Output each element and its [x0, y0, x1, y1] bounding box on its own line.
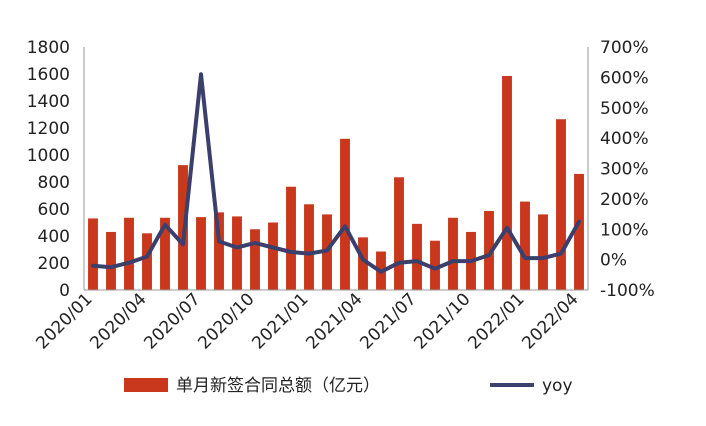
bar-2022/04	[574, 173, 584, 290]
bar-2021/09	[448, 217, 458, 290]
bar-2020/09	[232, 216, 242, 290]
y-right-tick: 600%	[600, 68, 649, 88]
y-left-tick: 1400	[27, 92, 70, 112]
bar-2022/02	[538, 214, 548, 290]
x-tick: 2021/10	[410, 289, 474, 353]
y-left-tick: 200	[38, 254, 70, 274]
legend-line-label: yoy	[542, 376, 573, 396]
bar-2020/01	[88, 218, 98, 290]
y-right-tick: 700%	[600, 38, 649, 58]
bar-2020/08	[214, 212, 224, 290]
x-tick: 2020/04	[86, 289, 150, 353]
y-left-tick: 800	[38, 173, 70, 193]
yoy-line-series	[91, 72, 581, 274]
legend-bar-label: 单月新签合同总额（亿元）	[176, 376, 380, 396]
y-right-tick: 100%	[600, 220, 649, 240]
bar-2020/10	[250, 229, 260, 290]
bar-2021/12	[502, 76, 512, 291]
y-right-tick: 0%	[600, 251, 627, 271]
bar-2020/04	[142, 233, 152, 290]
x-tick: 2022/01	[464, 289, 528, 353]
bar-2020/12	[286, 186, 296, 290]
bar-2022/03	[556, 119, 566, 290]
bar-2021/04	[358, 237, 368, 290]
y-left-tick: 1000	[27, 146, 70, 166]
y-left-tick: 400	[38, 227, 70, 247]
y-right-tick-labels: -100% 0% 100% 200% 300% 400% 500% 600% 700%	[600, 38, 655, 301]
x-tick: 2021/07	[356, 289, 420, 353]
y-left-tick: 1200	[27, 119, 70, 139]
x-tick: 2021/01	[248, 289, 312, 353]
bar-2020/03	[124, 217, 134, 290]
y-right-tick: 300%	[600, 160, 649, 180]
y-left-tick: 0	[59, 281, 70, 301]
bar-2021/07	[412, 223, 422, 290]
legend-bar-swatch	[124, 378, 168, 392]
y-left-tick: 1600	[27, 65, 70, 85]
y-right-tick: -100%	[600, 281, 655, 301]
plot-area	[83, 47, 589, 291]
y-left-tick-labels: 0 200 400 600 800 1000 1200 1400 1600 1800	[27, 38, 70, 301]
x-tick: 2022/04	[518, 289, 582, 353]
bar-2020/05	[160, 217, 170, 290]
bar-2022/01	[520, 201, 530, 290]
y-right-tick: 200%	[600, 190, 649, 210]
bar-series	[88, 76, 584, 291]
bar-2021/11	[484, 211, 494, 290]
yoy-line	[91, 72, 581, 274]
bar-2021/08	[430, 240, 440, 290]
x-tick: 2020/07	[140, 289, 204, 353]
y-left-tick: 600	[38, 200, 70, 220]
bar-2020/02	[106, 231, 116, 290]
x-tick: 2021/04	[302, 289, 366, 353]
bar-2021/03	[340, 138, 350, 290]
x-tick-labels: 2020/012020/042020/072020/102021/012021/…	[32, 289, 582, 353]
y-right-tick: 500%	[600, 99, 649, 119]
bar-2020/11	[268, 222, 278, 290]
bar-2021/01	[304, 204, 314, 290]
bar-2020/07	[196, 217, 206, 290]
y-right-tick: 400%	[600, 129, 649, 149]
legend: 单月新签合同总额（亿元） yoy	[124, 376, 573, 396]
x-tick: 2020/10	[194, 289, 258, 353]
y-left-tick: 1800	[27, 38, 70, 58]
bar-2021/06	[394, 177, 404, 290]
